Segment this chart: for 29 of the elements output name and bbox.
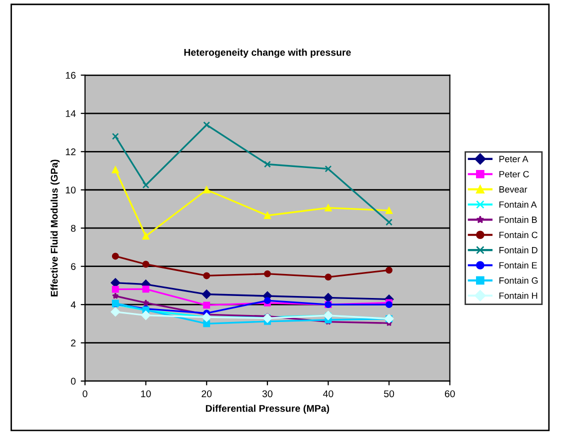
- x-tick-label: 10: [141, 390, 151, 398]
- y-axis-title: Effective Fluid Modulus (GPa): [50, 160, 60, 296]
- legend-label: Fontain G: [499, 277, 538, 284]
- legend-label: Fontain C: [499, 232, 538, 238]
- x-axis-title: Differential Pressure (MPa): [206, 404, 330, 414]
- legend-label: Fontain B: [499, 216, 537, 223]
- legend-label: Fontain A: [499, 201, 537, 208]
- legend-label: Fontain D: [499, 246, 538, 254]
- y-tick-label: 2: [71, 340, 76, 346]
- chart-title: Heterogeneity change with pressure: [184, 48, 351, 58]
- x-tick-label: 30: [262, 390, 272, 398]
- x-tick-label: 60: [444, 390, 455, 398]
- x-tick-label: 50: [384, 390, 394, 398]
- y-tick-label: 14: [66, 110, 76, 117]
- legend-label: Fontain E: [499, 262, 537, 269]
- x-tick-label: 40: [323, 390, 334, 398]
- y-tick-label: 12: [66, 148, 76, 156]
- x-tick-label: 20: [202, 390, 212, 398]
- legend-label: Peter A: [499, 156, 528, 162]
- legend-label: Fontain H: [499, 292, 538, 299]
- y-tick-label: 6: [71, 263, 76, 270]
- y-tick-label: 0: [70, 378, 76, 385]
- legend-label: Peter C: [499, 170, 529, 178]
- y-tick-label: 4: [70, 301, 76, 308]
- legend-label: Bevear: [499, 186, 528, 193]
- y-tick-label: 8: [71, 224, 76, 232]
- y-tick-label: 16: [66, 72, 76, 79]
- x-tick-label: 0: [82, 390, 88, 398]
- y-tick-label: 10: [66, 186, 76, 194]
